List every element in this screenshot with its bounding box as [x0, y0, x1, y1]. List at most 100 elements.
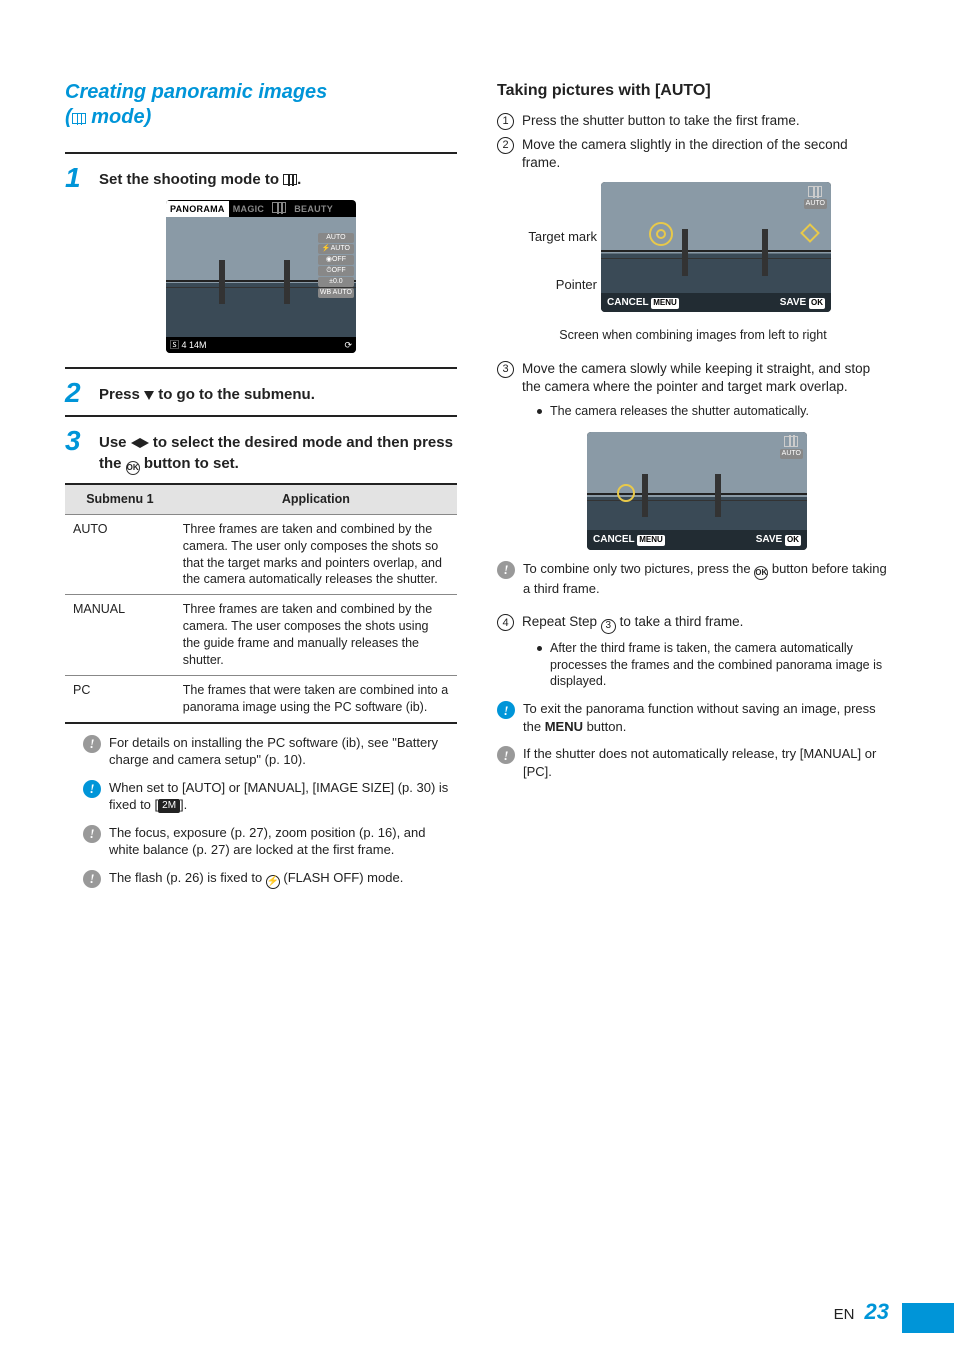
- diagram-caption: Screen when combining images from left t…: [497, 327, 889, 344]
- camera-screenshot-2: AUTO CANCEL MENU SAVE OK: [601, 182, 831, 312]
- note-icon: !: [83, 825, 101, 843]
- menu-word: MENU: [545, 719, 583, 734]
- sub4-text: After the third frame is taken, the came…: [550, 640, 889, 691]
- sub-bullet-4: After the third frame is taken, the came…: [537, 640, 889, 691]
- note-4-text: The flash (p. 26) is fixed to ⚡ (FLASH O…: [109, 869, 403, 889]
- item-4: 4 Repeat Step 3 to take a third frame.: [497, 613, 889, 633]
- menu-badge: MENU: [651, 298, 679, 309]
- note-exit: ! To exit the panorama function without …: [497, 700, 889, 735]
- cell-auto-desc: Three frames are taken and combined by t…: [175, 514, 457, 595]
- note-combine-text: To combine only two pictures, press the …: [523, 560, 889, 598]
- item-1: 1 Press the shutter button to take the f…: [497, 112, 889, 130]
- target-pointer-diagram: Target mark Pointer AUTO CANCEL MENU: [497, 182, 889, 323]
- note-3: ! The focus, exposure (p. 27), zoom posi…: [83, 824, 457, 859]
- note-icon: !: [497, 701, 515, 719]
- step1-label: Set the shooting mode to: [99, 171, 283, 188]
- side-auto: AUTO: [318, 233, 354, 243]
- auto-badge: AUTO: [804, 199, 827, 209]
- item-4-text: Repeat Step 3 to take a third frame.: [522, 613, 743, 633]
- note-icon: !: [497, 561, 515, 579]
- step-number-1: 1: [65, 164, 89, 192]
- note-exit-text: To exit the panorama function without sa…: [523, 700, 889, 735]
- note-icon: !: [83, 780, 101, 798]
- section-title: Creating panoramic images ( mode): [65, 80, 457, 130]
- note-combine: ! To combine only two pictures, press th…: [497, 560, 889, 598]
- note-3-text: The focus, exposure (p. 27), zoom positi…: [109, 824, 457, 859]
- circled-2: 2: [497, 137, 514, 154]
- note-try-text: If the shutter does not automatically re…: [523, 745, 889, 780]
- note-icon: !: [497, 746, 515, 764]
- side-flash: ⚡AUTO: [318, 244, 354, 254]
- ok-button-icon: OK: [126, 461, 140, 475]
- step-1-text: Set the shooting mode to .: [99, 164, 301, 190]
- screenshot-tabs: PANORAMA MAGIC BEAUTY: [166, 200, 356, 217]
- tab-pano-icon: [268, 200, 290, 217]
- step-number-3: 3: [65, 427, 89, 455]
- note-4: ! The flash (p. 26) is fixed to ⚡ (FLASH…: [83, 869, 457, 889]
- cell-manual: MANUAL: [65, 595, 175, 676]
- save-cancel-bar: CANCEL MENU SAVE OK: [587, 530, 807, 550]
- size-badge-icon: 2M: [158, 799, 180, 813]
- cell-auto: AUTO: [65, 514, 175, 595]
- cell-pc: PC: [65, 675, 175, 722]
- scene-preview: AUTO CANCEL MENU SAVE OK: [587, 432, 807, 550]
- sub-bullet-3: The camera releases the shutter automati…: [537, 403, 889, 420]
- panorama-mode-icon: [784, 436, 798, 447]
- note-icon: !: [83, 735, 101, 753]
- left-column: Creating panoramic images ( mode) 1 Set …: [65, 80, 457, 889]
- cell-manual-desc: Three frames are taken and combined by t…: [175, 595, 457, 676]
- scene-preview: AUTO CANCEL MENU SAVE OK: [601, 182, 831, 312]
- cancel-label: CANCEL MENU: [593, 533, 665, 547]
- bottom-right-icon: ⟳: [344, 339, 352, 351]
- ok-button-icon: OK: [754, 566, 768, 580]
- page-footer: EN 23: [834, 1297, 889, 1327]
- flash-off-icon: ⚡: [266, 875, 280, 889]
- footer-page: 23: [865, 1297, 889, 1327]
- item-1-text: Press the shutter button to take the fir…: [522, 112, 800, 130]
- tab-magic: MAGIC: [229, 201, 269, 217]
- note-1-text: For details on installing the PC softwar…: [109, 734, 457, 769]
- label-pointer: Pointer: [497, 276, 597, 294]
- scene-preview: AUTO ⚡AUTO ◉OFF ⏱OFF ±0.0 WB AUTO: [166, 217, 356, 337]
- page-stripe: [902, 1303, 954, 1333]
- panorama-mode-icon: [283, 174, 297, 185]
- diagram-labels: Target mark Pointer: [497, 182, 597, 323]
- footer-lang: EN: [834, 1305, 855, 1325]
- save-label: SAVE OK: [756, 533, 801, 547]
- note-icon: !: [83, 870, 101, 888]
- note-1: ! For details on installing the PC softw…: [83, 734, 457, 769]
- item-3-text: Move the camera slowly while keeping it …: [522, 360, 889, 396]
- side-macro: ◉OFF: [318, 255, 354, 265]
- note-2: ! When set to [AUTO] or [MANUAL], [IMAGE…: [83, 779, 457, 814]
- inline-circled-3: 3: [601, 619, 616, 634]
- bullet-dot: [537, 409, 542, 414]
- mode-table: Submenu 1 Application AUTO Three frames …: [65, 483, 457, 724]
- panorama-mode-icon: [808, 186, 822, 197]
- divider: [65, 415, 457, 417]
- bullet-dot: [537, 646, 542, 651]
- step-3-text: Use to select the desired mode and then …: [99, 427, 457, 475]
- menu-badge: MENU: [637, 535, 665, 546]
- right-arrow-icon: [140, 438, 149, 448]
- side-timer: ⏱OFF: [318, 266, 354, 276]
- ok-badge: OK: [809, 298, 825, 309]
- step-3: 3 Use to select the desired mode and the…: [65, 427, 457, 475]
- table-row: AUTO Three frames are taken and combined…: [65, 514, 457, 595]
- step-number-2: 2: [65, 379, 89, 407]
- pointer-diamond-icon: [800, 223, 820, 243]
- panorama-mode-icon: [72, 113, 86, 124]
- cancel-label: CANCEL MENU: [607, 296, 679, 310]
- save-cancel-bar: CANCEL MENU SAVE OK: [601, 293, 831, 313]
- step-1: 1 Set the shooting mode to .: [65, 164, 457, 192]
- processing-spinner-icon: [617, 484, 635, 502]
- sub3-text: The camera releases the shutter automati…: [550, 403, 809, 420]
- left-arrow-icon: [131, 438, 140, 448]
- side-wb: WB AUTO: [318, 288, 354, 298]
- th-submenu: Submenu 1: [65, 484, 175, 514]
- save-label: SAVE OK: [780, 296, 825, 310]
- bottom-left-info: 🅂 4 14M: [170, 339, 207, 351]
- side-ev: ±0.0: [318, 277, 354, 287]
- cell-pc-desc: The frames that were taken are combined …: [175, 675, 457, 722]
- divider: [65, 367, 457, 369]
- screenshot-bottombar: 🅂 4 14M ⟳: [166, 337, 356, 353]
